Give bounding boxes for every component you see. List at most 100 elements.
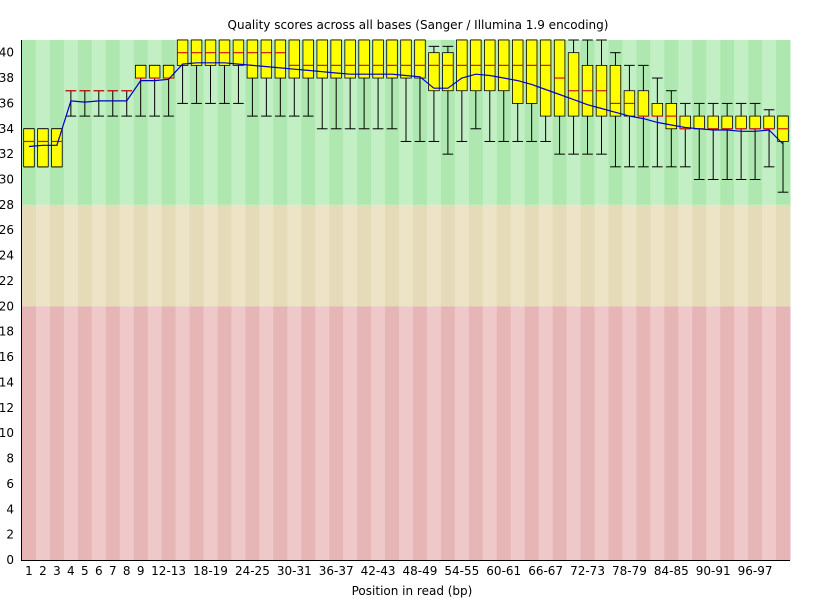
x-tick-label: 72-73 <box>570 564 605 578</box>
zone-stripe <box>22 306 37 560</box>
iqr-box <box>539 39 552 117</box>
zone-stripe <box>119 40 135 205</box>
box-30-31 <box>288 39 300 117</box>
zone-stripe <box>315 306 330 560</box>
zone-stripe <box>650 204 665 307</box>
zone-stripe <box>622 204 637 307</box>
zone-stripe <box>273 204 288 307</box>
zone-stripe <box>105 40 121 205</box>
x-tick-label: 18-19 <box>193 564 228 578</box>
zone-stripe <box>454 306 470 560</box>
zone-stripe <box>343 204 358 307</box>
zone-stripe <box>594 306 609 560</box>
zone-stripe <box>35 306 51 560</box>
zone-stripe <box>273 306 288 560</box>
iqr-box <box>763 115 775 130</box>
box-100-101 <box>777 115 789 193</box>
zone-stripe <box>203 204 218 307</box>
box-50-51 <box>428 45 440 142</box>
zone-stripe <box>161 306 177 560</box>
iqr-box <box>693 115 705 130</box>
zone-stripe <box>147 306 163 560</box>
x-tick-label: 66-67 <box>528 564 563 578</box>
zone-stripe <box>245 40 260 205</box>
box-80-81 <box>637 64 650 168</box>
zone-stripe <box>748 204 763 307</box>
zone-stripe <box>524 306 540 560</box>
iqr-box <box>651 103 664 117</box>
zone-stripe <box>175 306 191 560</box>
iqr-box <box>302 39 314 79</box>
x-tick-label: 4 <box>67 564 75 578</box>
x-axis-label: Position in read (bp) <box>352 584 473 598</box>
zone-stripe <box>77 204 93 307</box>
zone-stripe <box>105 204 121 307</box>
box-14-15 <box>176 39 189 104</box>
iqr-box <box>400 39 412 79</box>
y-tick-label: 10 <box>0 426 14 440</box>
box-32-33 <box>302 39 314 117</box>
x-tick-label: 60-61 <box>486 564 521 578</box>
box-94-95 <box>735 102 747 181</box>
zone-stripe <box>175 204 191 307</box>
zone-stripe <box>776 306 791 560</box>
x-tick-label: 7 <box>109 564 117 578</box>
zone-stripe <box>217 306 232 560</box>
quality-zones <box>22 40 791 560</box>
zone-stripe <box>580 306 596 560</box>
iqr-box <box>372 39 384 79</box>
zone-stripe <box>412 306 428 560</box>
zone-stripe <box>189 306 205 560</box>
iqr-box <box>288 39 300 79</box>
iqr-box <box>567 52 580 117</box>
zone-stripe <box>22 204 37 307</box>
box-90-91 <box>707 102 719 181</box>
zone-stripe <box>49 204 65 307</box>
zone-stripe <box>762 204 777 307</box>
zone-stripe <box>77 40 93 205</box>
zone-stripe <box>203 40 218 205</box>
x-tick-label: 2 <box>39 564 47 578</box>
box-20-21 <box>218 39 231 104</box>
box-5 <box>79 90 91 117</box>
iqr-box <box>260 39 273 79</box>
zone-stripe <box>63 306 79 560</box>
x-tick-label: 48-49 <box>403 564 438 578</box>
zone-stripe <box>301 40 316 205</box>
iqr-box <box>721 115 733 130</box>
x-tick-label: 30-31 <box>277 564 312 578</box>
zone-stripe <box>608 204 623 307</box>
x-tick-label: 12-13 <box>151 564 186 578</box>
zone-stripe <box>440 204 456 307</box>
x-tick-label: 84-85 <box>654 564 689 578</box>
zone-stripe <box>692 204 707 307</box>
zone-stripe <box>385 306 400 560</box>
box-1 <box>23 128 35 168</box>
zone-stripe <box>133 40 149 205</box>
box-28-29 <box>274 39 287 117</box>
zone-stripe <box>91 204 107 307</box>
x-tick-label: 36-37 <box>319 564 354 578</box>
zone-stripe <box>189 40 205 205</box>
zone-stripe <box>175 40 191 205</box>
zone-stripe <box>762 306 777 560</box>
zone-stripe <box>566 306 582 560</box>
zone-stripe <box>482 306 498 560</box>
zone-stripe <box>49 306 65 560</box>
box-16-17 <box>190 39 203 104</box>
zone-stripe <box>468 306 484 560</box>
zone-stripe <box>105 306 121 560</box>
x-tick-label: 54-55 <box>444 564 479 578</box>
iqr-box <box>442 52 454 92</box>
box-54-55 <box>456 39 468 142</box>
y-tick-label: 12 <box>0 401 14 415</box>
box-92-93 <box>721 102 733 181</box>
zone-stripe <box>468 204 484 307</box>
box-56-57 <box>470 39 482 130</box>
zone-stripe <box>664 306 679 560</box>
zone-stripe <box>706 306 721 560</box>
box-64-65 <box>525 39 538 142</box>
box-38-39 <box>344 39 356 130</box>
zone-stripe <box>63 40 79 205</box>
zone-stripe <box>147 204 163 307</box>
